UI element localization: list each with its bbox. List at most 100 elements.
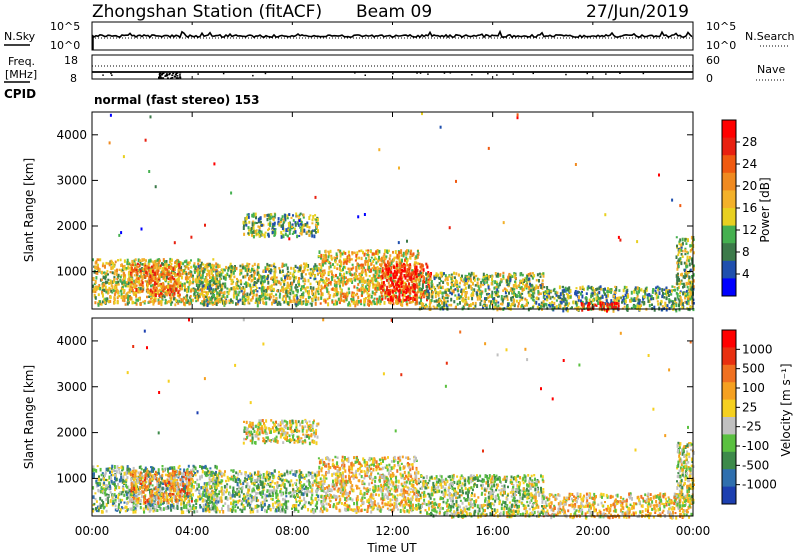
echo-cell (681, 306, 683, 309)
echo-cell (212, 294, 214, 297)
colorbar-tick-label: 8 (742, 245, 750, 259)
nave-dip-point (167, 77, 169, 79)
echo-cell (262, 286, 264, 290)
echo-cell (407, 264, 409, 267)
echo-cell (685, 265, 687, 269)
echo-cell (243, 233, 245, 236)
echo-cell (452, 276, 454, 279)
echo-cell (418, 297, 420, 299)
echo-cell (472, 295, 474, 297)
echo-cell (198, 276, 200, 280)
echo-cell (282, 227, 284, 230)
echo-cell (265, 301, 267, 305)
echo-cell (489, 294, 491, 297)
echo-cell (426, 285, 428, 288)
echo-cell (434, 276, 436, 280)
echo-cell (323, 280, 325, 283)
echo-cell (247, 273, 249, 277)
echo-cell (358, 257, 360, 260)
echo-cell (375, 278, 377, 282)
echo-cell (369, 300, 371, 303)
echo-cell (603, 303, 605, 307)
echo-cell (578, 296, 580, 300)
echo-cell (356, 269, 358, 273)
echo-cell (261, 278, 263, 281)
echo-cell (676, 292, 678, 295)
echo-cell (254, 277, 256, 280)
echo-cell (236, 296, 238, 300)
echo-cell (674, 289, 676, 292)
echo-cell (144, 300, 146, 302)
echo-cell (328, 271, 330, 275)
echo-cell (419, 288, 421, 292)
echo-cell (336, 252, 338, 256)
colorbar-tick-label: 24 (742, 157, 757, 171)
echo-cell (392, 251, 394, 254)
echo-cell (289, 231, 291, 235)
echo-cell (254, 263, 256, 266)
echo-cell (421, 288, 423, 291)
echo-cell (234, 288, 236, 291)
echo-cell (288, 237, 290, 240)
echo-cell (405, 291, 407, 294)
echo-cell (637, 295, 639, 297)
echo-cell (289, 272, 291, 275)
echo-cell (540, 305, 542, 309)
echo-cell (170, 263, 172, 265)
echo-cell (412, 272, 414, 275)
echo-cell (200, 274, 202, 276)
echo-cell (303, 270, 305, 273)
echo-cell (296, 294, 298, 296)
echo-cell (105, 281, 107, 285)
echo-cell (367, 263, 369, 266)
echo-cell (150, 259, 152, 263)
echo-cell (328, 282, 330, 284)
echo-cell (364, 213, 366, 216)
echo-cell (338, 298, 340, 301)
echo-cell (236, 278, 238, 280)
echo-cell (468, 297, 470, 301)
echo-cell (453, 300, 455, 303)
echo-cell (325, 300, 327, 304)
colorbar-swatch (722, 261, 736, 279)
echo-cell (490, 300, 492, 303)
echo-cell (367, 292, 369, 295)
echo-cell (525, 284, 527, 287)
echo-cell (274, 266, 276, 268)
echo-cell (362, 280, 364, 283)
echo-cell (140, 287, 142, 291)
noise-right-tick-bottom: 10^0 (706, 39, 736, 52)
echo-cell (417, 291, 419, 294)
echo-cell (159, 260, 161, 262)
echo-cell (314, 214, 316, 216)
echo-cell (242, 276, 244, 279)
echo-cell (121, 499, 123, 501)
echo-cell (563, 289, 565, 293)
nave-scatter-point (450, 72, 452, 74)
echo-cell (156, 283, 158, 285)
echo-cell (379, 270, 381, 274)
echo-cell (685, 238, 687, 240)
echo-cell (292, 291, 294, 294)
echo-cell (348, 251, 350, 254)
echo-cell (468, 304, 470, 307)
echo-cell (148, 170, 150, 173)
echo-cell (192, 281, 194, 283)
echo-cell (270, 296, 272, 299)
echo-cell (245, 298, 247, 302)
echo-cell (282, 215, 284, 218)
echo-cell (470, 279, 472, 282)
echo-cell (170, 288, 172, 292)
echo-cell (123, 267, 125, 270)
echo-cell (196, 278, 198, 282)
echo-cell (454, 294, 456, 296)
echo-cell (554, 306, 556, 308)
echo-cell (311, 292, 313, 296)
echo-cell (288, 222, 290, 224)
echo-cell (272, 226, 274, 229)
echo-cell (334, 282, 336, 285)
echo-cell (243, 226, 245, 230)
echo-cell (351, 258, 353, 260)
echo-cell (470, 285, 472, 288)
echo-cell (368, 266, 370, 270)
